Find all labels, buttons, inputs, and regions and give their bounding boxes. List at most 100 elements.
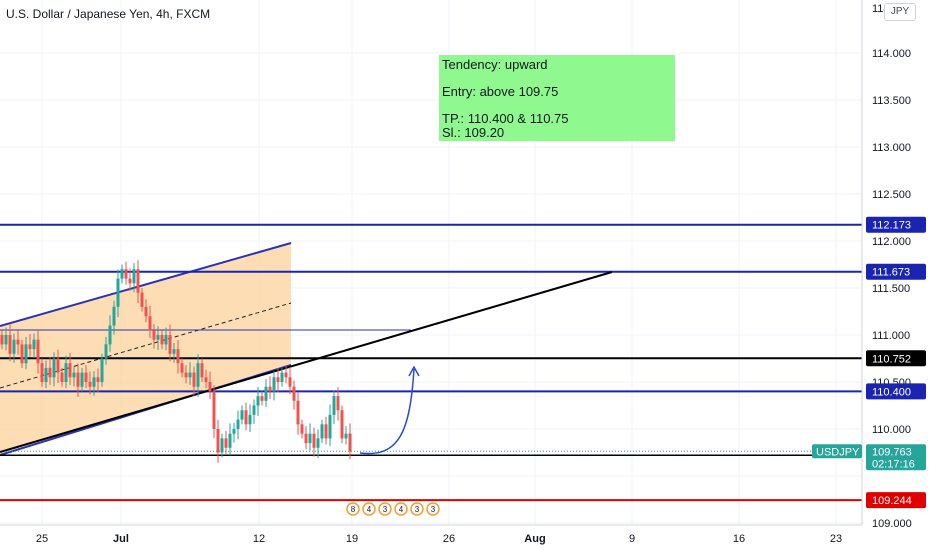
candle-body [72,372,76,378]
candle-body [244,410,248,425]
trade-note[interactable]: Tendency: upward Entry: above 109.75 TP.… [439,55,675,141]
note-sl: Sl.: 109.20 [442,125,505,140]
candle-body [164,335,168,345]
event-marker [394,502,408,516]
level-111-673-label: 111.673 [872,267,910,279]
candle-body [68,363,72,378]
event-marker-count: 3 [383,505,388,514]
event-marker-count: 4 [367,505,372,514]
candle-body [108,325,112,345]
candle-body [172,349,176,354]
price-axis: 114.000 113.500 113.000 112.500 112.000 111.5… [812,0,932,530]
trend-line [0,271,613,453]
time-tick-label: 23 [830,533,842,545]
candle-body [104,344,108,359]
candle-body [116,278,120,307]
event-marker [362,502,376,516]
price-tick-label: 109.000 [872,518,912,530]
event-markers: 8 4 3 4 3 3 [346,502,440,516]
event-marker-count: 8 [351,505,356,514]
candle-body [348,433,352,452]
candle-body [8,335,12,354]
time-tick-label: 19 [346,533,358,545]
candle-body [332,396,336,415]
candle-body [248,414,252,425]
current-price-value: 109.763 [872,446,912,458]
candle-body [132,269,136,284]
candle-body [308,433,312,444]
candle-body [100,358,104,382]
candle-body [336,396,340,411]
candle-body [316,438,320,448]
candle-body [160,335,164,345]
candle-body [188,372,192,378]
candle-body [320,424,324,439]
level-109-244-label: 109.244 [872,495,912,507]
event-marker-count: 4 [399,505,404,514]
candle-body [120,269,124,279]
candle-body [88,382,92,387]
candle-body [56,358,60,373]
candle-body [200,363,204,378]
candle-body [260,396,264,401]
candle-body [156,335,160,340]
candle-body [176,349,180,364]
candle-body [96,377,100,382]
candle-body [292,386,296,401]
candle-body [208,382,212,392]
price-tick-label: 113.000 [872,142,911,154]
candle-body [224,438,228,448]
candle-body [192,372,196,387]
chart-grid [0,0,862,525]
level-112-173-label: 112.173 [872,220,911,232]
candle-body [216,429,220,453]
chart-drawings [0,223,862,502]
time-tick-label: 26 [443,533,455,545]
candle-body [76,372,80,387]
symbol-badge [812,444,862,459]
price-tick-label: 110.000 [872,424,911,436]
candle-body [312,433,316,448]
price-tick-label: 112.000 [872,236,911,248]
candle-body [228,433,232,448]
level-110-752-label: 110.752 [872,353,911,365]
candle-body [20,344,24,364]
candle-body [36,339,40,364]
channel-fill [0,243,291,455]
candle-body [256,396,260,406]
candle-body [344,433,348,439]
time-tick-label: 25 [36,533,48,545]
candle-body [232,429,236,434]
candle-body [40,363,44,382]
candle-body [48,367,52,378]
event-marker-count: 3 [415,505,420,514]
candle-body [84,372,88,382]
candle-body [16,339,20,345]
currency-button[interactable]: JPY [884,3,916,21]
time-tick-label: 16 [733,533,745,545]
candle-body [324,424,328,439]
candle-body [300,424,304,434]
current-price-countdown: 02:17:16 [872,458,915,470]
candle-body [272,377,276,392]
candle-body [148,316,152,331]
candle-body [264,386,268,401]
candle-body [24,344,28,364]
candle-body [268,386,272,392]
candle-body [80,372,84,387]
candle-body [252,405,256,415]
candle-body [236,419,240,429]
level-109-244-box [866,492,926,509]
candle-body [92,377,96,387]
candle-body [12,339,16,354]
candle-body [180,363,184,373]
price-tick-label: 114.000 [872,48,911,60]
candle-body [184,372,188,378]
event-marker-count: 3 [431,505,436,514]
price-tick-label: 111.000 [872,330,910,342]
event-marker [378,502,392,516]
candle-body [52,358,56,378]
candlestick-series [0,260,352,463]
candle-body [124,269,128,279]
